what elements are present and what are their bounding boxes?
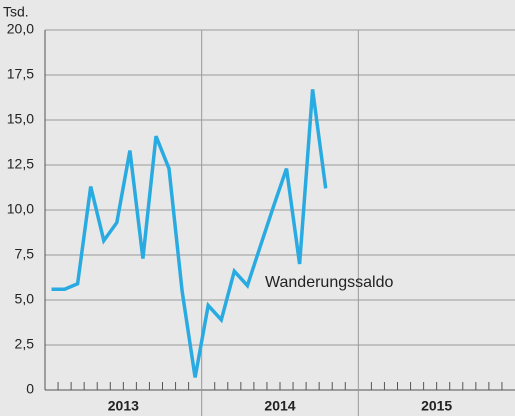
y-tick-label: 10,0 bbox=[7, 201, 34, 217]
y-tick-label: 0 bbox=[26, 381, 34, 397]
line-series bbox=[51, 89, 328, 378]
y-tick-label: 2,5 bbox=[15, 336, 35, 352]
y-tick-label: 17,5 bbox=[7, 66, 34, 82]
y-tick-label: 5,0 bbox=[15, 291, 35, 307]
y-tick-label: 7,5 bbox=[15, 246, 35, 262]
x-group-label: 2013 bbox=[108, 398, 139, 414]
y-tick-label: 12,5 bbox=[7, 156, 34, 172]
series-annotation: Wanderungssaldo bbox=[265, 274, 393, 291]
y-axis-unit: Tsd. bbox=[3, 4, 29, 20]
x-group-label: 2014 bbox=[264, 398, 295, 414]
y-tick-label: 20,0 bbox=[7, 21, 34, 37]
y-tick-label: 15,0 bbox=[7, 111, 34, 127]
x-group-label: 2015 bbox=[421, 398, 452, 414]
